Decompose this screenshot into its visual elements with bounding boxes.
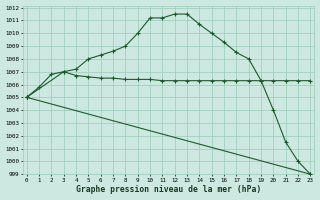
X-axis label: Graphe pression niveau de la mer (hPa): Graphe pression niveau de la mer (hPa) [76, 185, 261, 194]
